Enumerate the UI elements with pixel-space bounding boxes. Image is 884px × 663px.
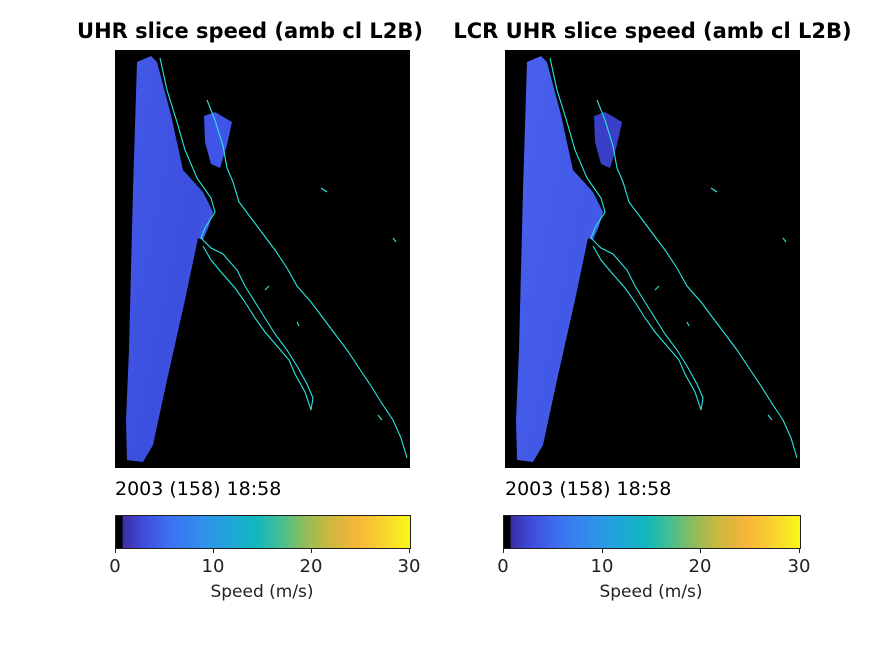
right-tick-30: 30 <box>787 556 811 577</box>
right-tickmark-30 <box>799 548 800 553</box>
right-speed-map <box>505 50 800 468</box>
left-colorbar <box>115 515 411 549</box>
left-speed-map <box>115 50 410 468</box>
left-tickmark-20 <box>311 548 312 553</box>
right-panel-title: LCR UHR slice speed (amb cl L2B) <box>453 19 852 43</box>
left-tick-0: 0 <box>109 556 121 577</box>
left-tickmark-10 <box>213 548 214 553</box>
right-colorbar-label: Speed (m/s) <box>599 582 703 602</box>
wind-swath <box>516 56 603 462</box>
coastline <box>549 57 798 459</box>
left-tickmark-30 <box>409 548 410 553</box>
right-tick-10: 10 <box>590 556 614 577</box>
coastline <box>159 57 408 459</box>
right-tickmark-10 <box>602 548 603 553</box>
right-colorbar <box>503 515 801 549</box>
right-tick-0: 0 <box>497 556 509 577</box>
left-panel-title: UHR slice speed (amb cl L2B) <box>77 19 423 43</box>
right-timestamp: 2003 (158) 18:58 <box>505 478 672 500</box>
left-tick-20: 20 <box>299 556 323 577</box>
right-tick-20: 20 <box>688 556 712 577</box>
gulf-swath <box>204 112 232 168</box>
left-tick-10: 10 <box>201 556 225 577</box>
wind-swath <box>126 56 213 462</box>
left-tick-30: 30 <box>397 556 421 577</box>
left-tickmark-0 <box>115 548 116 553</box>
left-timestamp: 2003 (158) 18:58 <box>115 478 282 500</box>
gulf-swath <box>594 112 622 168</box>
right-tickmark-20 <box>700 548 701 553</box>
left-colorbar-label: Speed (m/s) <box>210 582 314 602</box>
right-tickmark-0 <box>503 548 504 553</box>
